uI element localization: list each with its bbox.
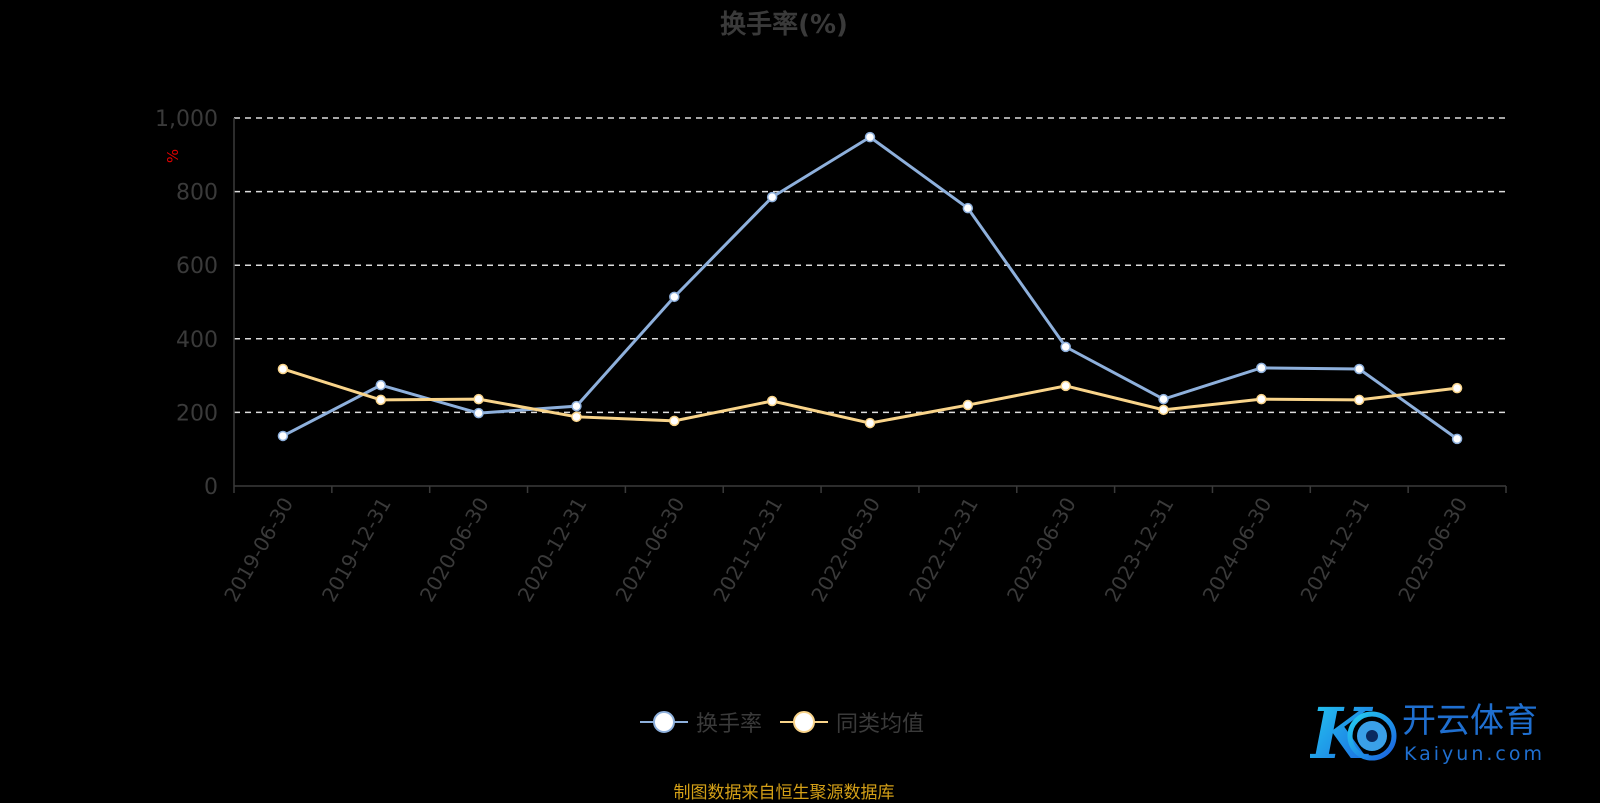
y-tick-label: 200 <box>176 401 218 426</box>
data-point <box>669 291 680 303</box>
data-point <box>864 131 876 143</box>
svg-text:开云体育: 开云体育 <box>1402 701 1538 741</box>
x-tick-label: 2020-06-30 <box>415 493 494 606</box>
x-tick-label: 2021-12-31 <box>708 493 787 606</box>
data-point <box>1353 363 1365 375</box>
data-point <box>1158 393 1169 405</box>
legend-item-turnover[interactable]: 换手率 <box>640 706 762 738</box>
legend-item-peer-average[interactable]: 同类均值 <box>780 706 924 738</box>
data-point <box>1060 380 1071 392</box>
x-tick-label: 2019-12-31 <box>317 493 396 606</box>
x-tick-label: 2023-12-31 <box>1100 493 1179 606</box>
x-tick-label: 2024-06-30 <box>1198 493 1277 606</box>
svg-text:Kaiyun.com: Kaiyun.com <box>1404 743 1545 765</box>
legend-label: 换手率 <box>696 712 763 737</box>
data-point <box>1451 433 1463 445</box>
series-line-1 <box>282 367 1458 425</box>
data-point <box>277 430 289 442</box>
data-point <box>864 417 876 429</box>
data-point <box>962 202 974 214</box>
x-tick-label: 2023-06-30 <box>1002 493 1081 606</box>
x-tick-label: 2020-12-31 <box>513 493 592 606</box>
y-tick-label: 800 <box>176 181 218 206</box>
data-point <box>571 411 582 423</box>
data-point <box>277 363 289 375</box>
data-point <box>473 407 484 419</box>
data-point <box>375 394 387 406</box>
data-point <box>1158 404 1169 416</box>
data-point <box>766 191 778 203</box>
data-point <box>1256 393 1267 405</box>
legend-marker-icon <box>640 711 688 733</box>
x-tick-label: 2024-12-31 <box>1295 493 1374 606</box>
x-tick-label: 2019-06-30 <box>219 493 298 606</box>
data-point <box>375 379 387 391</box>
y-tick-label: 1,000 <box>155 107 218 132</box>
data-point <box>1060 341 1071 353</box>
legend-marker-icon <box>780 711 829 733</box>
data-point <box>1353 394 1365 406</box>
y-tick-label: 600 <box>176 254 218 279</box>
x-tick-label: 2022-12-31 <box>904 493 983 606</box>
y-tick-label: 400 <box>176 328 218 353</box>
chart-title: 换手率(%) <box>720 10 848 40</box>
data-point <box>669 415 680 427</box>
x-tick-label: 2021-06-30 <box>610 493 689 606</box>
data-point <box>473 393 484 405</box>
data-point <box>1451 382 1463 394</box>
x-tick-label: 2025-06-30 <box>1393 493 1472 606</box>
y-axis-unit: % <box>164 149 182 163</box>
kaiyun-logo: K 开云体育 Kaiyun.com <box>1310 696 1545 775</box>
x-tick-label: 2022-06-30 <box>806 493 885 606</box>
y-tick-label: 0 <box>204 475 218 500</box>
data-point <box>1256 362 1267 374</box>
series-line-0 <box>282 135 1458 441</box>
data-source-note: 制图数据来自恒生聚源数据库 <box>673 783 895 803</box>
data-point <box>571 400 582 412</box>
data-point <box>766 395 778 407</box>
data-point <box>962 399 974 411</box>
legend-label: 同类均值 <box>836 712 925 737</box>
legend: 换手率 同类均值 <box>640 706 924 738</box>
